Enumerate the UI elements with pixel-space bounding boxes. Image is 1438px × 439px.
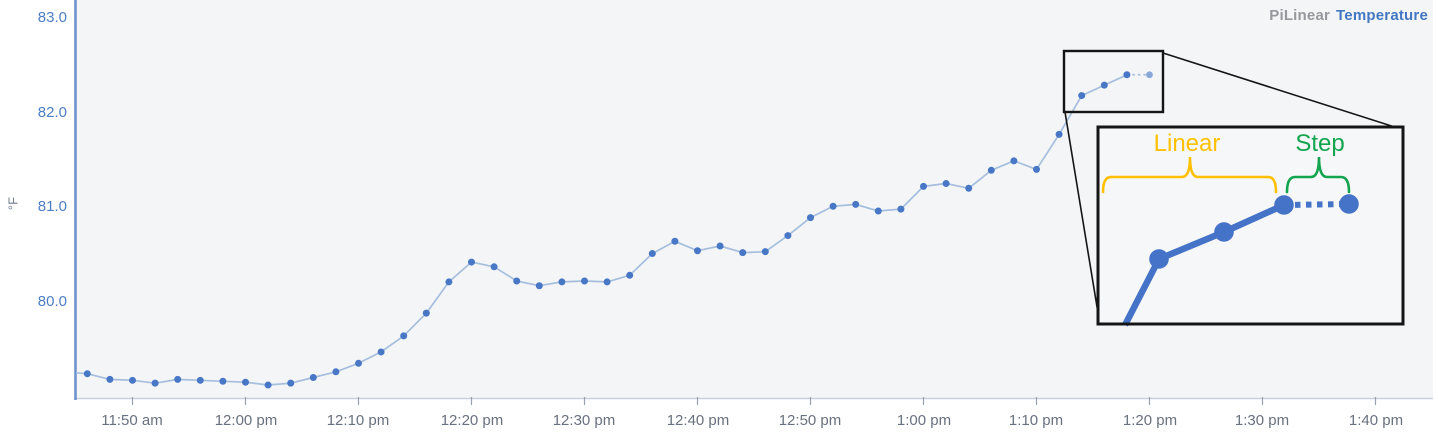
magnifier-connector-top — [1162, 52, 1402, 130]
x-axis-tick-label: 1:40 pm — [1348, 412, 1404, 429]
step-brace — [1285, 156, 1351, 194]
y-axis-tick-label: 80.0 — [37, 293, 67, 310]
x-axis-tick-label: 1:10 pm — [1008, 412, 1064, 429]
step-extrapolated-marker — [1146, 71, 1153, 79]
x-axis-tick-label: 12:40 pm — [666, 412, 730, 429]
linear-brace — [1101, 156, 1278, 194]
inset-box-border — [1096, 125, 1405, 326]
y-axis-tick-label: 82.0 — [37, 104, 67, 121]
legend-interpolation-label: PiLinear — [1269, 7, 1331, 24]
x-axis-tick-label: 12:50 pm — [778, 412, 842, 429]
legend-series-label: Temperature — [1336, 7, 1428, 24]
x-axis-tick-label: 12:10 pm — [326, 412, 390, 429]
inset-box-background — [1098, 127, 1403, 324]
magnifier-connector-bottom — [1064, 111, 1101, 323]
inset-linear-label: Linear — [1153, 130, 1221, 157]
inset-step-label: Step — [1295, 130, 1345, 157]
x-axis-tick-label: 12:30 pm — [552, 412, 616, 429]
y-axis-tick-label: 81.0 — [37, 198, 67, 215]
x-axis-tick-label: 12:20 pm — [440, 412, 504, 429]
x-axis-tick-label: 1:00 pm — [896, 412, 952, 429]
inset-content — [1101, 156, 1359, 327]
x-axis-tick-label: 11:50 am — [101, 412, 163, 429]
x-axis-tick-label: 12:00 pm — [214, 412, 278, 429]
x-axis-tick-label: 1:20 pm — [1122, 412, 1178, 429]
magnifier-source-rect — [1062, 49, 1165, 114]
y-axis-tick-label: 83.0 — [37, 9, 67, 26]
x-axis-tick-label: 1:30 pm — [1234, 412, 1290, 429]
inset-magnifier — [1062, 49, 1405, 327]
series-temperature — [75, 71, 1153, 389]
trend-legend[interactable]: PiLinear Temperature — [1269, 7, 1428, 24]
x-axis-ticks — [131, 397, 1377, 405]
